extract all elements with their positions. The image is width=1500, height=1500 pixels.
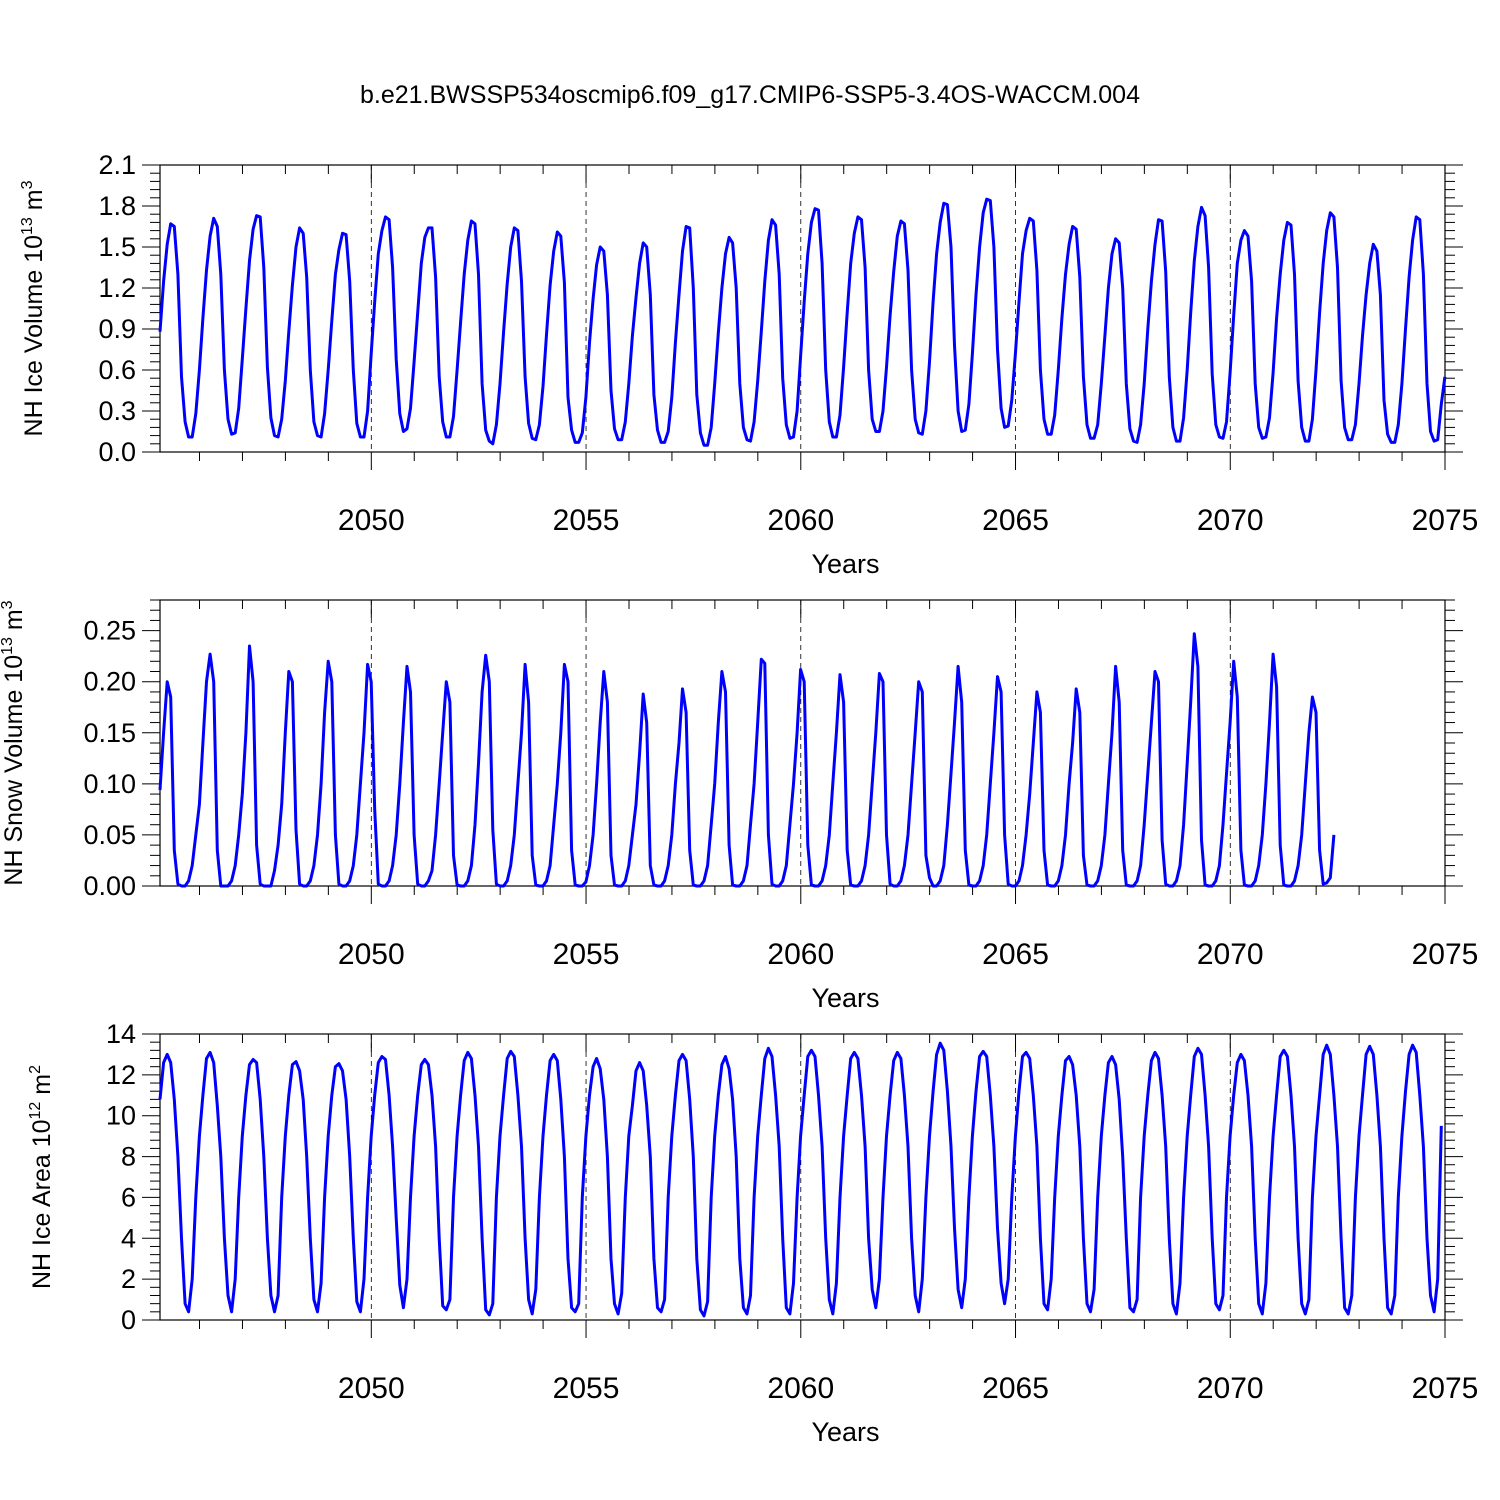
ice-area-x-ticks [199,1034,1446,1338]
ice-volume-series-line [158,197,1447,447]
ice-area-x-tick-label: 2065 [982,1372,1049,1405]
ice-area-x-tick-label: 2060 [767,1372,834,1405]
ice-area-y-tick-label: 4 [121,1223,136,1253]
snow-volume-series-line [158,632,1336,888]
snow-volume-plot-frame [159,599,1446,887]
ice-volume-x-tick-label: 2065 [982,504,1049,537]
ice-volume-y-axis-label: NH Ice Volume 1013 m3 [19,180,48,436]
snow-volume-x-tick-label: 2065 [982,938,1049,971]
ice-volume-x-ticks [199,165,1446,470]
snow-volume-x-tick-label: 2055 [553,938,620,971]
figure-title: b.e21.BWSSP534oscmip6.f09_g17.CMIP6-SSP5… [360,81,1140,109]
ice-volume-x-axis-label: Years [811,549,879,579]
ice-volume-x-tick-label: 2060 [767,504,834,537]
snow-volume-y-axis-label: NH Snow Volume 1013 m3 [0,600,28,885]
ice-area-y-axis-label: NH Ice Area 1012 m2 [27,1065,56,1289]
snow-volume-x-tick-label: 2075 [1412,938,1479,971]
ice-area-y-tick-label: 12 [106,1060,136,1090]
snow-volume-y-tick-label: 0.05 [83,820,136,850]
ice-volume-y-tick-label: 1.5 [98,232,136,262]
ice-area-y-tick-label: 10 [106,1101,136,1131]
snow-volume-x-tick-label: 2050 [338,938,405,971]
snow-volume-y-tick-label: 0.15 [83,718,136,748]
ice-volume-y-tick-label: 1.2 [98,273,136,303]
ice-volume-plot-frame [159,164,1446,453]
ice-area-y-tick-label: 8 [121,1142,136,1172]
ice-area-panel: 2050 2055 2060 2065 2070 2075 0 2 4 6 8 10 12 14 NH Ic… [27,1019,1478,1447]
snow-volume-y-tick-label: 0.10 [83,769,136,799]
ice-area-y-tick-label: 14 [106,1019,136,1049]
ice-volume-y-tick-label: 2.1 [98,150,136,180]
ice-volume-panel: 2050 2055 2060 2065 2070 2075 0.0 0.3 0.6 0.9 1.2 1… [19,150,1478,579]
ice-area-series-line [158,1041,1443,1318]
ice-area-x-tick-label: 2075 [1412,1372,1479,1405]
ice-volume-y-tick-label: 0.3 [98,396,136,426]
ice-area-y-ticks [142,1033,1463,1321]
ice-volume-y-tick-label: 0.9 [98,314,136,344]
ice-area-x-tick-label: 2070 [1197,1372,1264,1405]
ice-volume-y-tick-label: 0.6 [98,355,136,385]
ice-area-x-tick-label: 2050 [338,1372,405,1405]
ice-volume-y-tick-label: 0.0 [98,437,136,467]
ice-area-x-axis-label: Years [811,1417,879,1447]
ice-volume-x-tick-label: 2055 [553,504,620,537]
ice-volume-x-tick-label: 2070 [1197,504,1264,537]
ice-volume-y-ticks [142,164,1463,453]
ice-area-y-tick-label: 2 [121,1264,136,1294]
snow-volume-x-axis-label: Years [811,983,879,1013]
ice-area-plot-frame [159,1033,1446,1321]
snow-volume-y-tick-label: 0.25 [83,616,136,646]
ice-volume-x-tick-label: 2050 [338,504,405,537]
ice-area-x-tick-label: 2055 [553,1372,620,1405]
ice-area-y-tick-label: 6 [121,1182,136,1212]
ice-volume-x-tick-label: 2075 [1412,504,1479,537]
snow-volume-panel: 2050 2055 2060 2065 2070 2075 0.00 0.05 0.10 0.15… [0,599,1479,1013]
snow-volume-x-ticks [199,600,1446,904]
snow-volume-y-ticks [142,599,1463,887]
ice-area-y-tick-label: 0 [121,1305,136,1335]
ice-volume-y-tick-label: 1.8 [98,191,136,221]
snow-volume-x-tick-label: 2060 [767,938,834,971]
snow-volume-y-tick-label: 0.00 [83,871,136,901]
snow-volume-x-tick-label: 2070 [1197,938,1264,971]
snow-volume-y-tick-label: 0.20 [83,667,136,697]
